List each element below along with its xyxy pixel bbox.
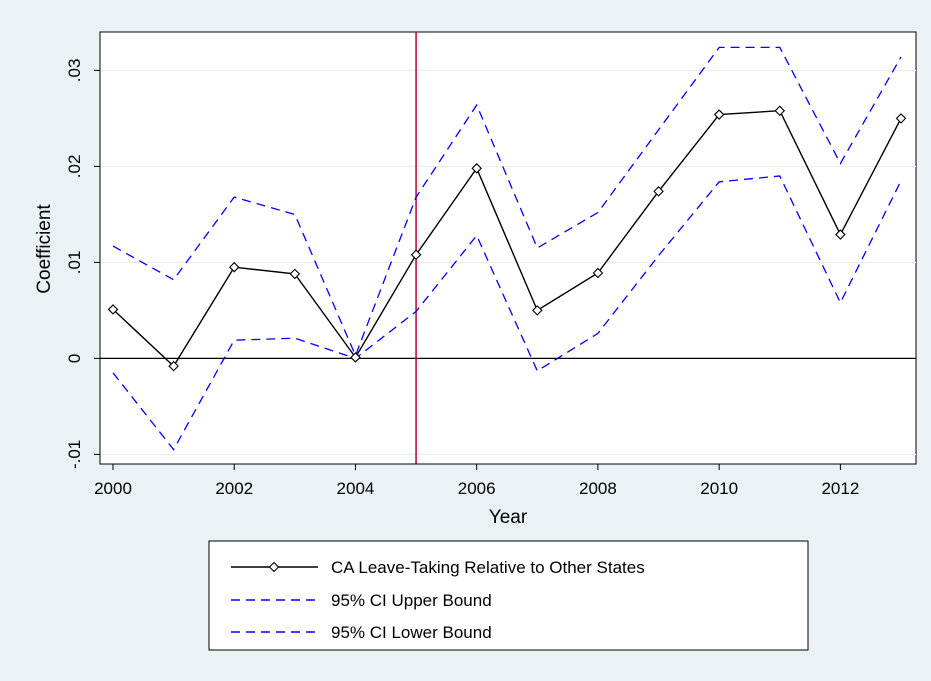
series-line-1 [112, 46, 902, 358]
data-point [410, 249, 422, 260]
legend-entries: CA Leave-Taking Relative to Other States… [231, 558, 645, 642]
data-point [107, 304, 119, 315]
x-tick-label: 2008 [579, 479, 617, 498]
y-axis-ticks: -.01 0 .01 .02 .03 [65, 59, 100, 469]
y-tick-label: .02 [65, 155, 84, 179]
data-point [713, 109, 725, 120]
legend-label: 95% CI Upper Bound [331, 591, 492, 610]
series-line-2 [112, 175, 902, 451]
data-point [653, 186, 664, 197]
data-point [168, 360, 179, 372]
data-markers [107, 105, 907, 372]
data-point [532, 305, 543, 316]
x-tick-label: 2012 [821, 479, 859, 498]
data-point [895, 113, 907, 124]
y-tick-label: .03 [65, 59, 84, 83]
data-point [774, 105, 786, 116]
legend-label: CA Leave-Taking Relative to Other States [331, 558, 645, 577]
data-point [592, 267, 604, 279]
reference-lines [100, 32, 916, 464]
y-tick-label: 0 [65, 354, 84, 363]
x-tick-label: 2006 [458, 479, 496, 498]
series-line-0 [112, 109, 902, 368]
x-tick-label: 2002 [215, 479, 253, 498]
plot-area [99, 31, 917, 465]
legend-label: 95% CI Lower Bound [331, 623, 492, 642]
x-tick-label: 2010 [700, 479, 738, 498]
data-point [471, 163, 482, 174]
legend: CA Leave-Taking Relative to Other States… [208, 540, 809, 651]
data-point [350, 352, 361, 363]
series-lines [112, 46, 902, 451]
x-axis-title: Year [489, 507, 528, 528]
y-tick-label: -.01 [65, 440, 84, 469]
x-tick-label: 2000 [94, 479, 132, 498]
x-tick-label: 2004 [337, 479, 375, 498]
data-point [228, 261, 240, 273]
data-point [835, 229, 846, 240]
legend-swatch-marker [268, 561, 280, 573]
data-point [289, 268, 301, 280]
x-axis-ticks: 2000 2002 2004 2006 2008 2010 2012 [94, 464, 859, 498]
y-tick-label: .01 [65, 251, 84, 275]
y-axis-title: Coefficient [34, 204, 55, 294]
